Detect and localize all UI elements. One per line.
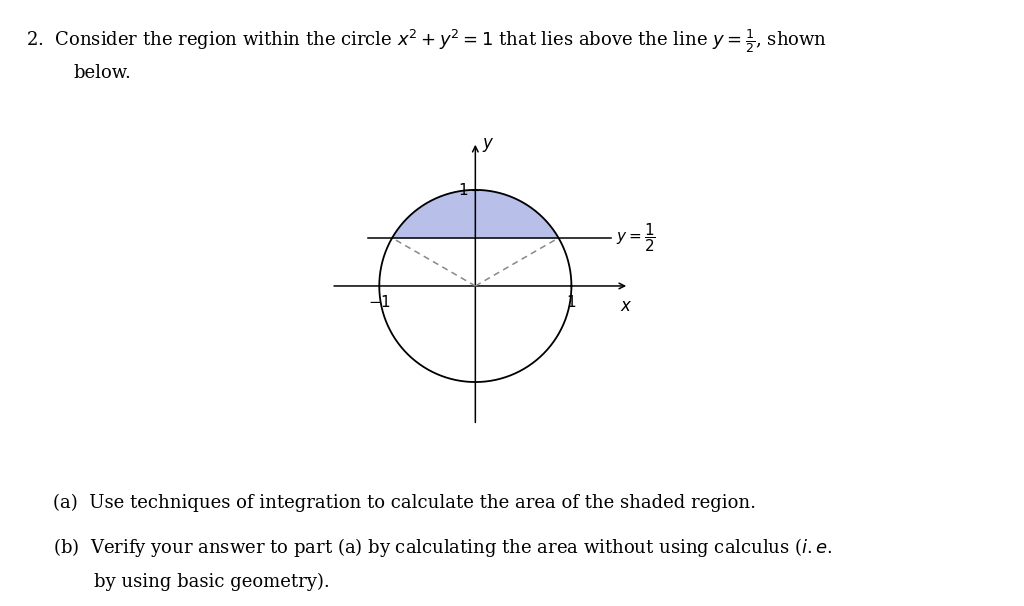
Text: by using basic geometry).: by using basic geometry). <box>94 573 330 591</box>
Text: $1$: $1$ <box>459 182 469 198</box>
Text: $y = \dfrac{1}{2}$: $y = \dfrac{1}{2}$ <box>616 222 656 255</box>
Text: (a)  Use techniques of integration to calculate the area of the shaded region.: (a) Use techniques of integration to cal… <box>53 494 757 512</box>
Text: below.: below. <box>74 64 132 82</box>
Text: (b)  Verify your answer to part (a) by calculating the area without using calcul: (b) Verify your answer to part (a) by ca… <box>53 536 833 559</box>
Text: $y$: $y$ <box>482 136 495 154</box>
Text: $x$: $x$ <box>620 299 633 316</box>
Text: 2.  Consider the region within the circle $x^2 + y^2 = 1$ that lies above the li: 2. Consider the region within the circle… <box>26 27 826 55</box>
Text: $1$: $1$ <box>566 294 577 310</box>
Text: $-1$: $-1$ <box>368 294 391 310</box>
Polygon shape <box>392 190 558 238</box>
